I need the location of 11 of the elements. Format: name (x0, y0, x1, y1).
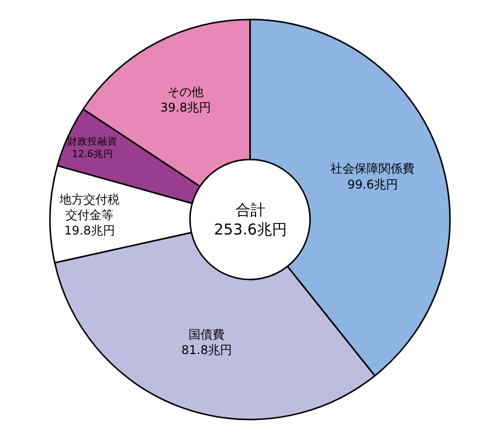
slice-label: 社会保障関係費 (330, 162, 415, 176)
slice-label: その他 (168, 85, 204, 100)
slice-label: 地方交付税交付金等 (58, 192, 120, 222)
data-label: 19.8兆円 (64, 224, 115, 238)
text: 合計 253.6兆円 (214, 201, 287, 238)
data-label: 39.8兆円 (160, 100, 212, 115)
data-label: 12.6兆円 (72, 148, 114, 160)
slice-label: 財政投融資 (68, 136, 118, 148)
slice-label: 国債費 (188, 327, 225, 342)
data-label: 81.8兆円 (181, 342, 232, 357)
data-label: 99.6兆円 (347, 177, 398, 192)
